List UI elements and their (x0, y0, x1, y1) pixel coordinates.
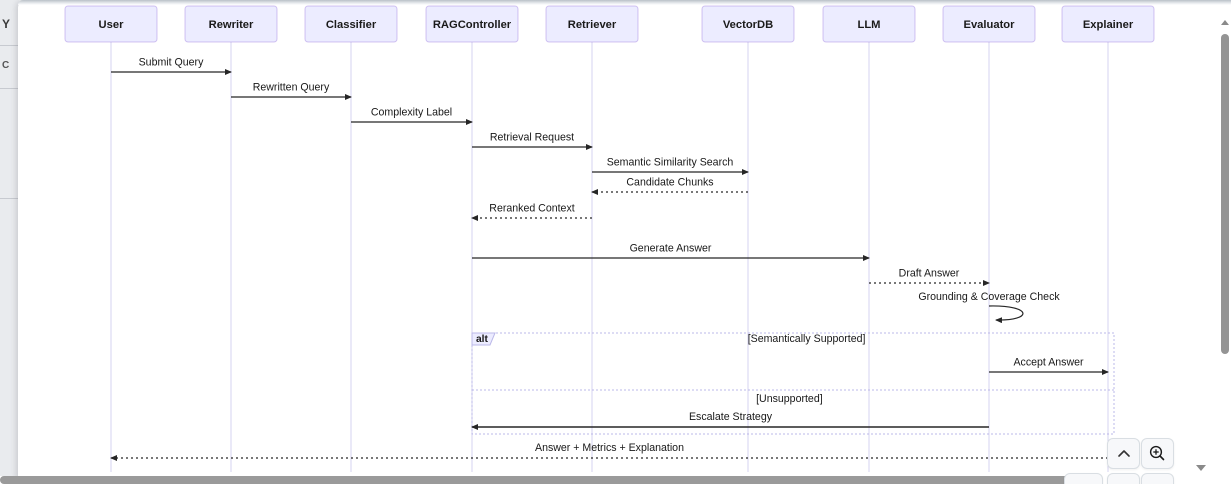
svg-text:Candidate Chunks: Candidate Chunks (626, 177, 713, 189)
svg-text:Reranked Context: Reranked Context (489, 203, 574, 215)
svg-text:Generate Answer: Generate Answer (630, 243, 712, 255)
svg-text:Answer + Metrics + Explanation: Answer + Metrics + Explanation (535, 442, 684, 454)
svg-text:Retrieval Request: Retrieval Request (490, 132, 574, 144)
svg-text:[Unsupported]: [Unsupported] (756, 393, 823, 405)
svg-text:User: User (99, 19, 125, 31)
svg-text:Draft Answer: Draft Answer (899, 268, 960, 280)
svg-text:Grounding & Coverage Check: Grounding & Coverage Check (918, 291, 1060, 303)
svg-text:Rewritten Query: Rewritten Query (253, 82, 330, 94)
svg-text:[Semantically Supported]: [Semantically Supported] (748, 333, 866, 345)
svg-text:Semantic Similarity Search: Semantic Similarity Search (607, 157, 734, 169)
svg-text:Explainer: Explainer (1083, 19, 1134, 31)
svg-text:Accept Answer: Accept Answer (1013, 357, 1084, 369)
svg-text:LLM: LLM (858, 19, 881, 31)
svg-text:Rewriter: Rewriter (209, 19, 254, 31)
svg-text:Evaluator: Evaluator (964, 19, 1016, 31)
svg-text:Classifier: Classifier (326, 19, 377, 31)
svg-text:Submit Query: Submit Query (139, 57, 204, 69)
svg-text:alt: alt (476, 334, 488, 345)
svg-text:Retriever: Retriever (568, 19, 617, 31)
svg-text:Escalate Strategy: Escalate Strategy (689, 411, 773, 423)
svg-text:RAGController: RAGController (433, 19, 512, 31)
svg-text:VectorDB: VectorDB (723, 19, 773, 31)
svg-text:Complexity Label: Complexity Label (371, 107, 452, 119)
